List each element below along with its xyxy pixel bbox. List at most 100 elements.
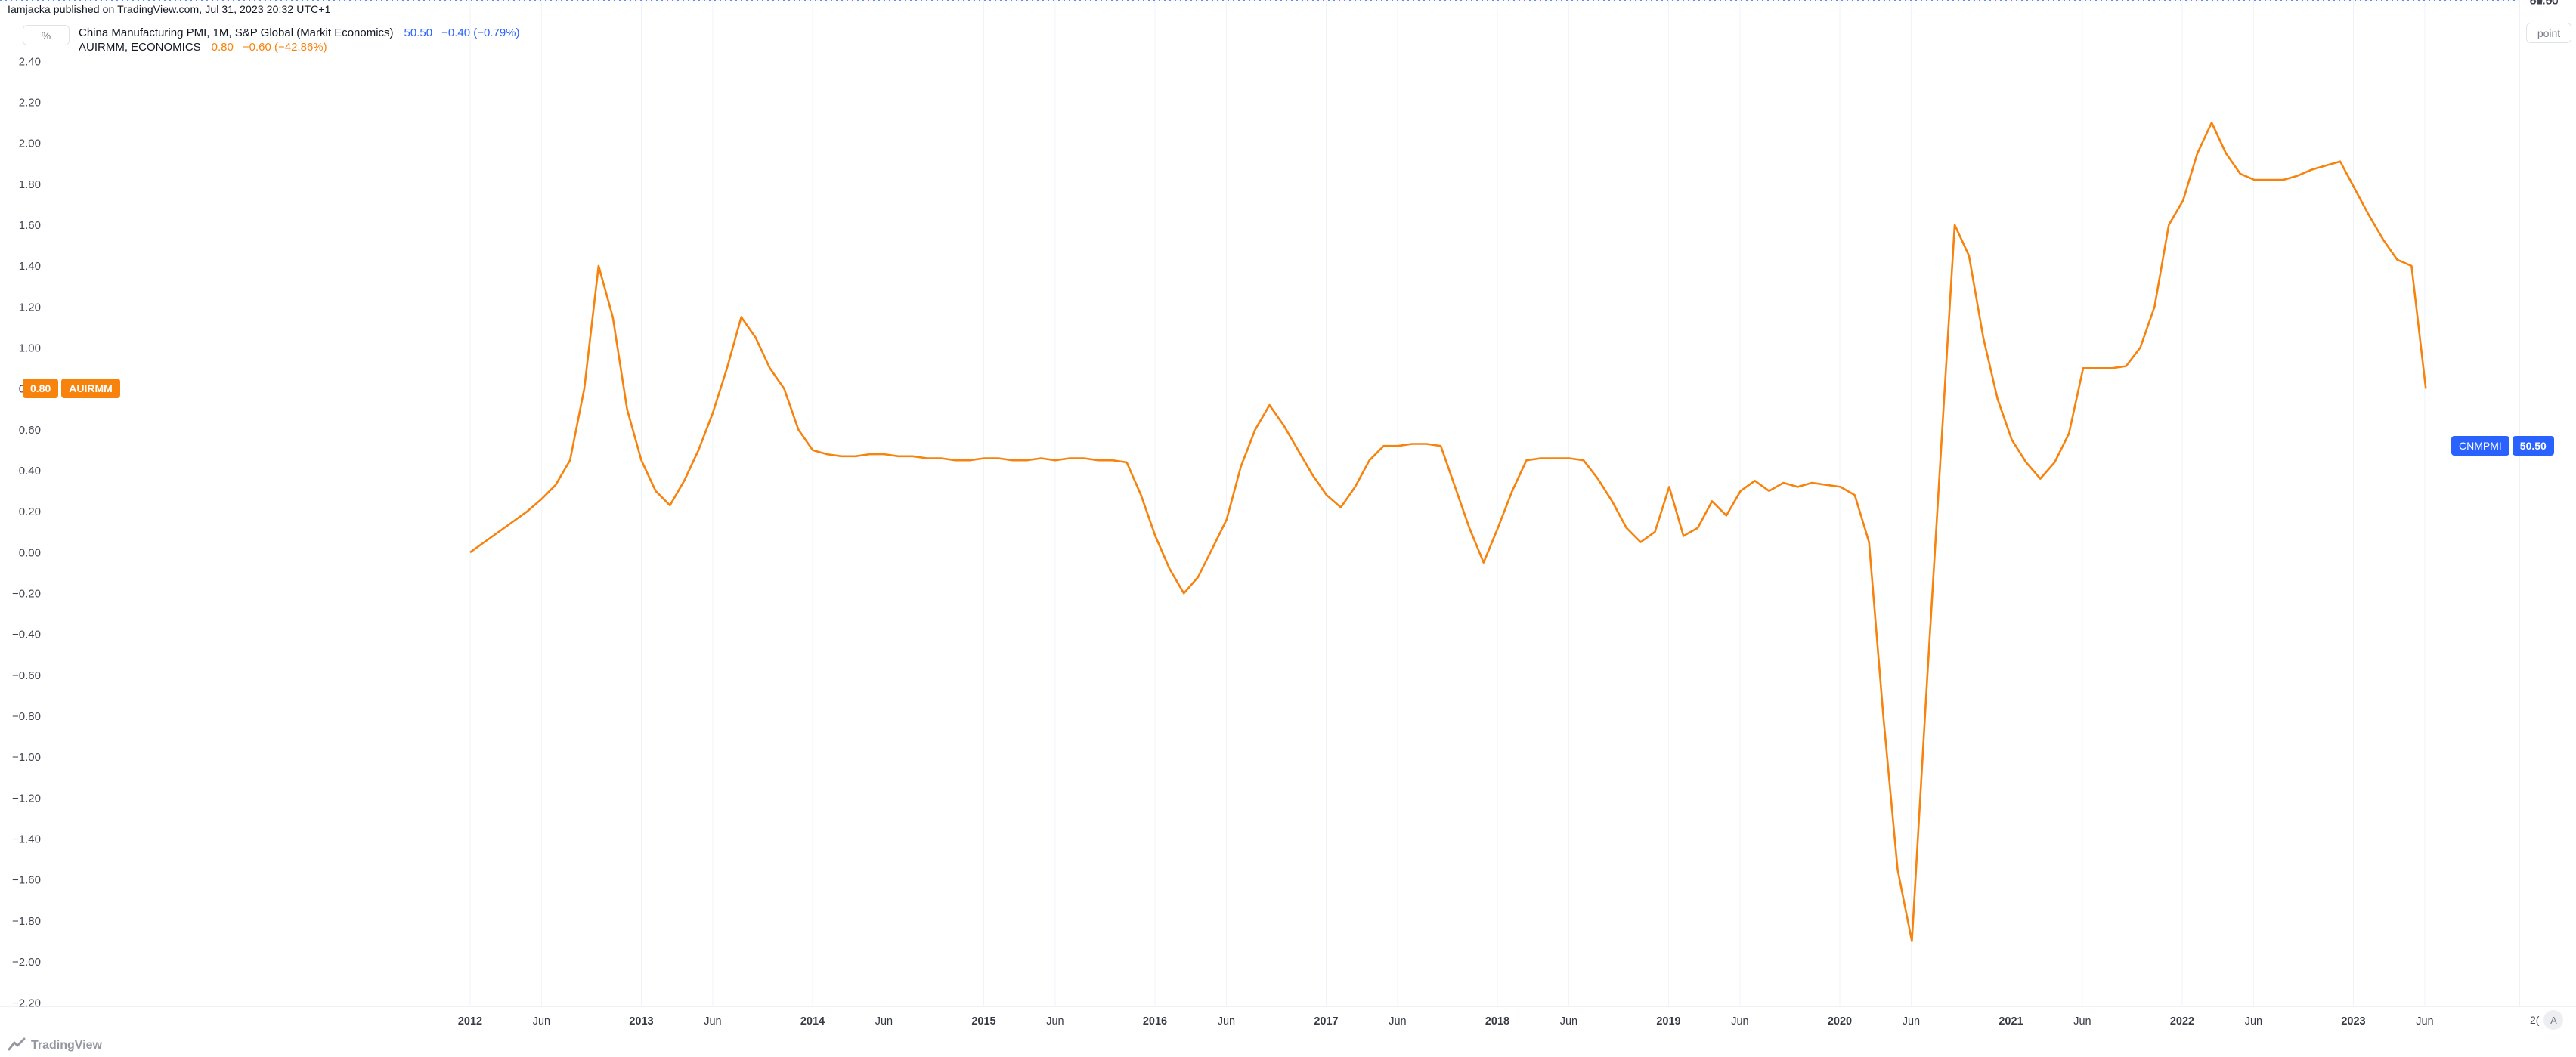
time-axis-year-label: 2020	[1828, 1015, 1852, 1028]
time-axis-year-label: 2015	[971, 1015, 995, 1028]
tradingview-logo-text: TradingView	[31, 1039, 102, 1052]
right-axis-tick: 44.50	[2530, 0, 2559, 7]
time-axis-year-label: 2012	[458, 1015, 482, 1028]
right-axis-tick: 57.00	[2530, 0, 2559, 7]
left-axis-labels[interactable]: 2.402.202.001.801.601.401.201.000.800.60…	[12, 55, 41, 1009]
left-axis-tick: 1.20	[19, 301, 41, 314]
time-axis-jun-label: Jun	[2073, 1015, 2091, 1028]
legend-row-auirmm[interactable]: AUIRMM, ECONOMICS 0.80 −0.60 (−42.86%)	[79, 40, 520, 54]
right-axis-tick: 47.50	[2530, 0, 2559, 7]
time-axis-jun-label: Jun	[2245, 1015, 2262, 1028]
right-axis-tick: 54.00	[2530, 0, 2559, 7]
right-axis-tick: 45.50	[2530, 0, 2559, 7]
cnmpmi-tag-value: 50.50	[2512, 436, 2554, 456]
left-axis-mode-button[interactable]: %	[23, 25, 70, 45]
time-axis-jun-label: Jun	[1560, 1015, 1577, 1028]
right-axis-tick: 56.50	[2530, 0, 2559, 7]
legend-row-cnmpmi[interactable]: China Manufacturing PMI, 1M, S&P Global …	[79, 26, 520, 40]
right-axis-tick: 49.00	[2530, 0, 2559, 7]
left-axis-tick: 0.00	[19, 546, 41, 559]
right-axis-unit-button[interactable]: point	[2526, 23, 2571, 43]
left-axis-tick: 2.00	[19, 138, 41, 150]
chart-line-icon	[8, 1037, 26, 1051]
right-axis-tick: 43.50	[2530, 0, 2559, 7]
time-axis-labels[interactable]: 2012 Jun 2013 Jun 2014 Jun 2015 Jun 2016 Jun 2017 J…	[458, 1015, 2434, 1028]
auirmm-last-value-tag[interactable]: 0.80 AUIRMM	[23, 379, 120, 398]
right-axis-tick: 55.00	[2530, 0, 2559, 7]
left-axis-tick: 2.20	[19, 96, 41, 109]
legend-change: −0.60 (−42.86%)	[242, 41, 327, 54]
time-axis-jun-label: Jun	[533, 1015, 550, 1028]
left-axis-tick: 0.60	[19, 424, 41, 437]
time-axis-year-label: 2018	[1485, 1015, 1509, 1028]
time-axis-jun-label: Jun	[1731, 1015, 1748, 1028]
right-axis-tick: 40.50	[2530, 0, 2559, 7]
right-axis-tick: 52.00	[2530, 0, 2559, 7]
left-axis-tick: 0.20	[19, 505, 41, 518]
right-axis-tick: 56.00	[2530, 0, 2559, 7]
left-axis-tick: 1.60	[19, 219, 41, 232]
left-axis-tick: 1.80	[19, 178, 41, 191]
left-axis-tick: 1.40	[19, 260, 41, 273]
time-axis-year-label: 2022	[2170, 1015, 2194, 1028]
auirmm-line	[469, 122, 2427, 942]
time-axis-jun-label: Jun	[704, 1015, 721, 1028]
timezone-clipped-text: 2(	[2530, 1014, 2540, 1026]
right-axis-tick: 46.00	[2530, 0, 2559, 7]
left-axis-tick: −1.80	[12, 915, 41, 928]
time-axis-jun-label: Jun	[2416, 1015, 2433, 1028]
left-axis-tick: −1.00	[12, 751, 41, 764]
left-axis-tick: −1.20	[12, 792, 41, 805]
left-axis-tick: −1.60	[12, 874, 41, 887]
left-axis-tick: 1.00	[19, 342, 41, 354]
time-axis-corner: 2( A	[2530, 1010, 2564, 1030]
right-axis-tick: 54.50	[2530, 0, 2559, 7]
left-axis-tick: −0.60	[12, 669, 41, 682]
right-axis-tick: 42.50	[2530, 0, 2559, 7]
right-axis-tick: 46.50	[2530, 0, 2559, 7]
legend-last-value: 0.80	[211, 41, 234, 54]
auto-scale-badge[interactable]: A	[2543, 1010, 2564, 1030]
legend-last-value: 50.50	[404, 26, 433, 39]
left-axis-tick: 0.40	[19, 465, 41, 478]
right-axis-tick: 49.50	[2530, 0, 2559, 7]
auirmm-tag-ticker: AUIRMM	[61, 379, 120, 398]
cnmpmi-last-value-tag[interactable]: CNMPMI 50.50	[2451, 436, 2554, 456]
right-axis-labels[interactable]: 57.5057.0056.5056.0055.5055.0054.5054.00…	[2530, 0, 2559, 7]
time-axis-year-label: 2013	[629, 1015, 653, 1028]
right-axis-tick: 50.50	[2530, 0, 2559, 7]
time-axis-year-label: 2023	[2341, 1015, 2365, 1028]
auirmm-tag-value: 0.80	[23, 379, 59, 398]
legend-symbol-title: AUIRMM, ECONOMICS	[79, 41, 201, 54]
right-axis-tick: 44.00	[2530, 0, 2559, 7]
legend: China Manufacturing PMI, 1M, S&P Global …	[79, 26, 520, 54]
left-axis-tick: 2.40	[19, 55, 41, 68]
right-axis-tick: 42.00	[2530, 0, 2559, 7]
right-axis-tick: 52.50	[2530, 0, 2559, 7]
time-axis-year-label: 2017	[1314, 1015, 1338, 1028]
right-axis-tick: 53.50	[2530, 0, 2559, 7]
cnmpmi-tag-ticker: CNMPMI	[2451, 436, 2509, 456]
time-axis-jun-label: Jun	[875, 1015, 893, 1028]
left-axis-tick: −0.80	[12, 710, 41, 723]
right-axis-tick: 43.00	[2530, 0, 2559, 7]
right-axis-tick: 47.00	[2530, 0, 2559, 7]
right-axis-tick: 53.00	[2530, 0, 2559, 7]
publish-line: Iamjacka published on TradingView.com, J…	[8, 3, 331, 15]
time-axis-jun-label: Jun	[1046, 1015, 1064, 1028]
left-axis-tick: −1.40	[12, 833, 41, 846]
grid-vertical	[469, 0, 2426, 1006]
time-axis-year-label: 2016	[1143, 1015, 1167, 1028]
time-axis-year-label: 2019	[1656, 1015, 1680, 1028]
right-axis-tick: 55.50	[2530, 0, 2559, 7]
right-axis-tick: 50.00	[2530, 0, 2559, 7]
right-axis-tick: 48.00	[2530, 0, 2559, 7]
right-axis-tick: 51.00	[2530, 0, 2559, 7]
right-axis-tick: 45.00	[2530, 0, 2559, 7]
right-axis-tick: 57.50	[2530, 0, 2559, 7]
tradingview-logo[interactable]: TradingView	[8, 1037, 102, 1055]
time-axis-year-label: 2021	[1999, 1015, 2023, 1028]
time-axis-jun-label: Jun	[1218, 1015, 1235, 1028]
time-axis-year-label: 2014	[800, 1015, 825, 1028]
